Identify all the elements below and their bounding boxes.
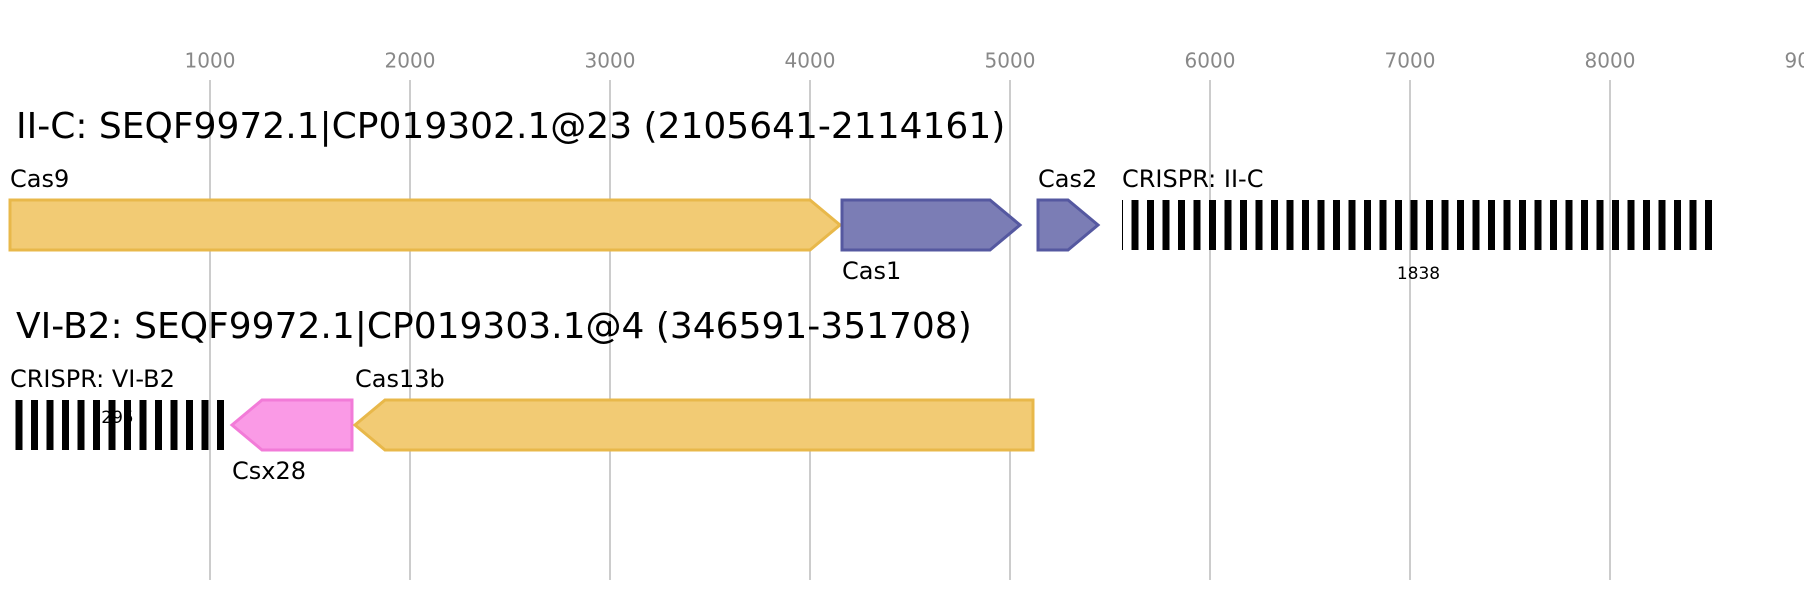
gene-label: Cas1 <box>842 257 901 285</box>
track-title: VI-B2: SEQF9972.1|CP019303.1@4 (346591-3… <box>16 306 972 347</box>
gene-arrow <box>229 398 354 452</box>
crispr-label: CRISPR: VI-B2 <box>10 365 175 393</box>
gene-label: Cas2 <box>1038 165 1097 193</box>
tick-label: 3000 <box>585 49 636 73</box>
crispr-count: 295 <box>101 408 133 428</box>
gene-arrow <box>352 398 1035 452</box>
tick-label: 5000 <box>985 49 1036 73</box>
gene-arrow <box>840 198 1023 252</box>
tick-label: 1000 <box>185 49 236 73</box>
gene-label: Cas9 <box>10 165 69 193</box>
crispr-label: CRISPR: II-C <box>1122 165 1263 193</box>
gene-arrow <box>8 198 843 252</box>
crispr-count: 1838 <box>1397 264 1440 284</box>
tick-label: 7000 <box>1385 49 1436 73</box>
track-title: II-C: SEQF9972.1|CP019302.1@23 (2105641-… <box>16 106 1005 147</box>
tick-label: 2000 <box>385 49 436 73</box>
tick-label: 8000 <box>1585 49 1636 73</box>
tick-label: 9000 <box>1785 49 1804 73</box>
gene-label: Cas13b <box>355 365 445 393</box>
gene-arrow <box>1036 198 1101 252</box>
tick-label: 4000 <box>785 49 836 73</box>
crispr-array <box>1122 200 1715 250</box>
gene-label: Csx28 <box>232 457 306 485</box>
crispr-array <box>10 400 225 450</box>
tick-label: 6000 <box>1185 49 1236 73</box>
